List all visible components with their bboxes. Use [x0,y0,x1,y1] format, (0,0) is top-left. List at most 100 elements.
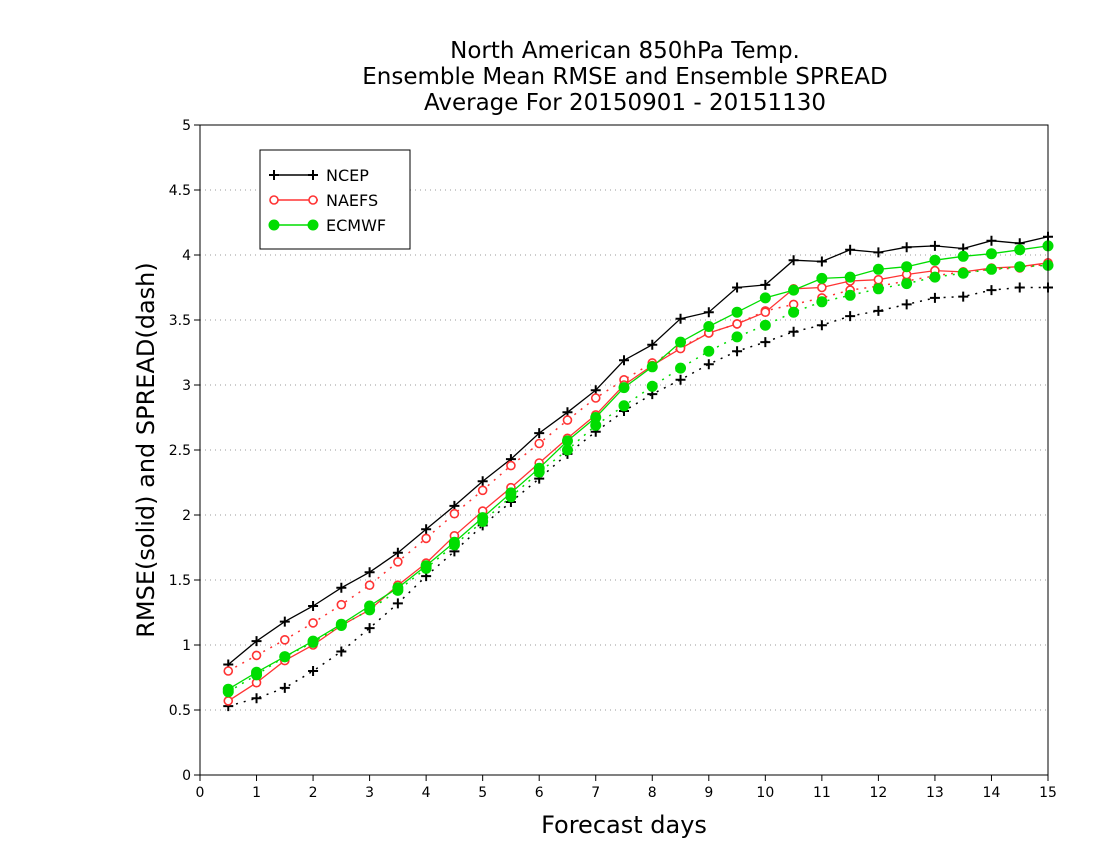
series-ecmwf-rmse-point-15 [646,361,658,373]
series-ecmwf-rmse-point-19 [759,292,771,304]
x-axis-label: Forecast days [541,811,707,839]
x-tick-label-6: 6 [535,785,544,801]
series-ncep-spread-point-1 [251,693,262,704]
series-ncep-spread-point-6 [392,598,403,609]
series-ncep-rmse-point-22 [845,244,856,255]
series-ecmwf-spread-point-25 [929,271,941,283]
series-ecmwf-rmse-point-11 [533,462,545,474]
series-ncep-rmse-point-6 [392,547,403,558]
series-ncep-rmse-point-11 [534,428,545,439]
legend-marker-ecmwf-a [268,219,280,231]
x-tick-label-10: 10 [756,785,774,801]
series-ecmwf-rmse-point-14 [618,382,630,394]
series-ncep-spread-point-23 [873,305,884,316]
series-ecmwf-rmse-point-13 [590,412,602,423]
series-ncep-spread-point-17 [703,359,714,370]
series-ecmwf-spread-point-15 [646,380,658,392]
series-ecmwf-rmse-point-5 [364,600,376,612]
x-tick-label-7: 7 [591,785,600,801]
axis-ticks: 00.511.522.533.544.550 1 2 3 4 5 6 7 8 9 10 11 12 13 1… [169,118,1057,801]
series-ncep-spread-point-25 [929,292,940,303]
series-ncep-rmse-point-21 [816,256,827,267]
series-ncep-spread-point-2 [279,682,290,693]
series-ncep-rmse-point-18 [732,282,743,293]
series-ncep-spread-point-28 [1014,282,1025,293]
series-ecmwf-rmse-point-22 [844,271,856,283]
series-ncep-rmse-point-14 [619,355,629,366]
series-ncep-rmse-point-5 [364,567,375,578]
series-naefs-spread-point-12 [562,415,573,425]
series-ncep-spread-point-5 [364,623,375,634]
series-ecmwf-rmse-point-28 [1014,244,1026,256]
series-ncep-rmse-point-23 [873,247,884,258]
series-ecmwf-rmse-line [227,245,1049,690]
series-ecmwf-rmse-point-2 [279,651,291,663]
x-tick-label-14: 14 [983,785,1001,801]
series-ecmwf-rmse-point-8 [448,536,460,548]
x-tick-label-3: 3 [365,785,374,801]
series-ecmwf-rmse-point-9 [477,512,489,524]
series-naefs-spread-point-10 [506,460,516,471]
series-ncep-rmse-point-24 [901,242,912,253]
series-ncep-rmse-point-20 [788,255,799,266]
series-ncep-rmse-point-1 [251,636,262,647]
y-tick-label-1: 0.5 [169,703,191,719]
series-ecmwf-rmse-point-20 [788,284,800,296]
series-ecmwf-rmse-point-25 [929,254,941,266]
series-naefs-rmse-point-0 [223,696,234,706]
series-ecmwf-spread [222,259,1054,698]
series-ncep-rmse-point-4 [336,582,347,593]
series-ncep-rmse-point-9 [477,476,488,487]
series-ecmwf-spread-point-19 [759,319,771,331]
series-ecmwf-rmse-point-7 [420,560,432,572]
y-axis-label: RMSE(solid) and SPREAD(dash) [132,262,160,638]
series-ncep-spread-point-3 [308,666,319,676]
series-naefs-rmse-point-18 [732,319,742,329]
series-naefs-rmse-point-23 [873,274,884,285]
series-ncep-rmse-point-2 [279,616,290,627]
chart-title-line-2: Ensemble Mean RMSE and Ensemble SPREAD [362,64,887,90]
series-ecmwf-rmse-point-4 [335,618,347,630]
y-tick-label-0: 0 [182,768,191,784]
y-tick-label-10: 5 [182,118,191,134]
x-tick-label-5: 5 [478,785,487,801]
y-tick-label-9: 4.5 [169,183,191,199]
series-ecmwf-spread-point-20 [788,306,800,318]
series-ecmwf-rmse-point-1 [251,666,263,678]
legend-marker-ecmwf-b [307,219,319,231]
series-ncep-rmse-line [227,236,1049,666]
series-ecmwf-spread-point-16 [675,362,687,374]
series-ecmwf-spread-point-24 [901,278,913,290]
series-ncep-rmse-point-3 [308,601,319,611]
legend-label-ncep: NCEP [326,166,369,185]
series-ecmwf-spread-point-12 [561,444,573,456]
series-ncep-rmse-point-16 [675,313,686,324]
series-ecmwf-rmse-point-16 [675,336,687,348]
series-ecmwf-rmse-point-0 [222,683,234,695]
series-naefs-spread-line [227,263,1049,672]
series-ncep-spread-point-21 [816,320,827,331]
legend-label-ecmwf: ECMWF [326,216,386,235]
x-tick-label-4: 4 [422,785,431,801]
legend-label-naefs: NAEFS [326,191,378,210]
series-ecmwf-rmse-point-3 [307,635,319,647]
series-ncep-rmse [223,231,1053,670]
series-naefs-spread-point-6 [393,556,403,567]
series-ecmwf-spread-point-26 [957,267,969,279]
series-naefs-spread-point-13 [590,393,601,403]
series-ecmwf-spread-point-18 [731,331,743,343]
series-naefs-spread-point-11 [534,438,545,449]
x-tick-label-9: 9 [704,785,713,801]
y-tick-label-4: 2 [182,508,191,524]
series-ncep-rmse-point-17 [703,307,714,318]
y-tick-label-6: 3 [182,378,191,394]
series-ecmwf-spread-point-22 [844,289,856,301]
series-ncep-spread-point-26 [958,291,969,302]
series-ncep-rmse-point-27 [986,235,997,246]
series-ecmwf-spread-point-23 [872,283,884,295]
legend-marker-naefs-b [308,195,318,205]
series-ecmwf-rmse-point-21 [816,272,828,284]
y-tick-label-8: 4 [182,248,191,264]
series-ecmwf-spread-point-28 [1014,261,1026,273]
